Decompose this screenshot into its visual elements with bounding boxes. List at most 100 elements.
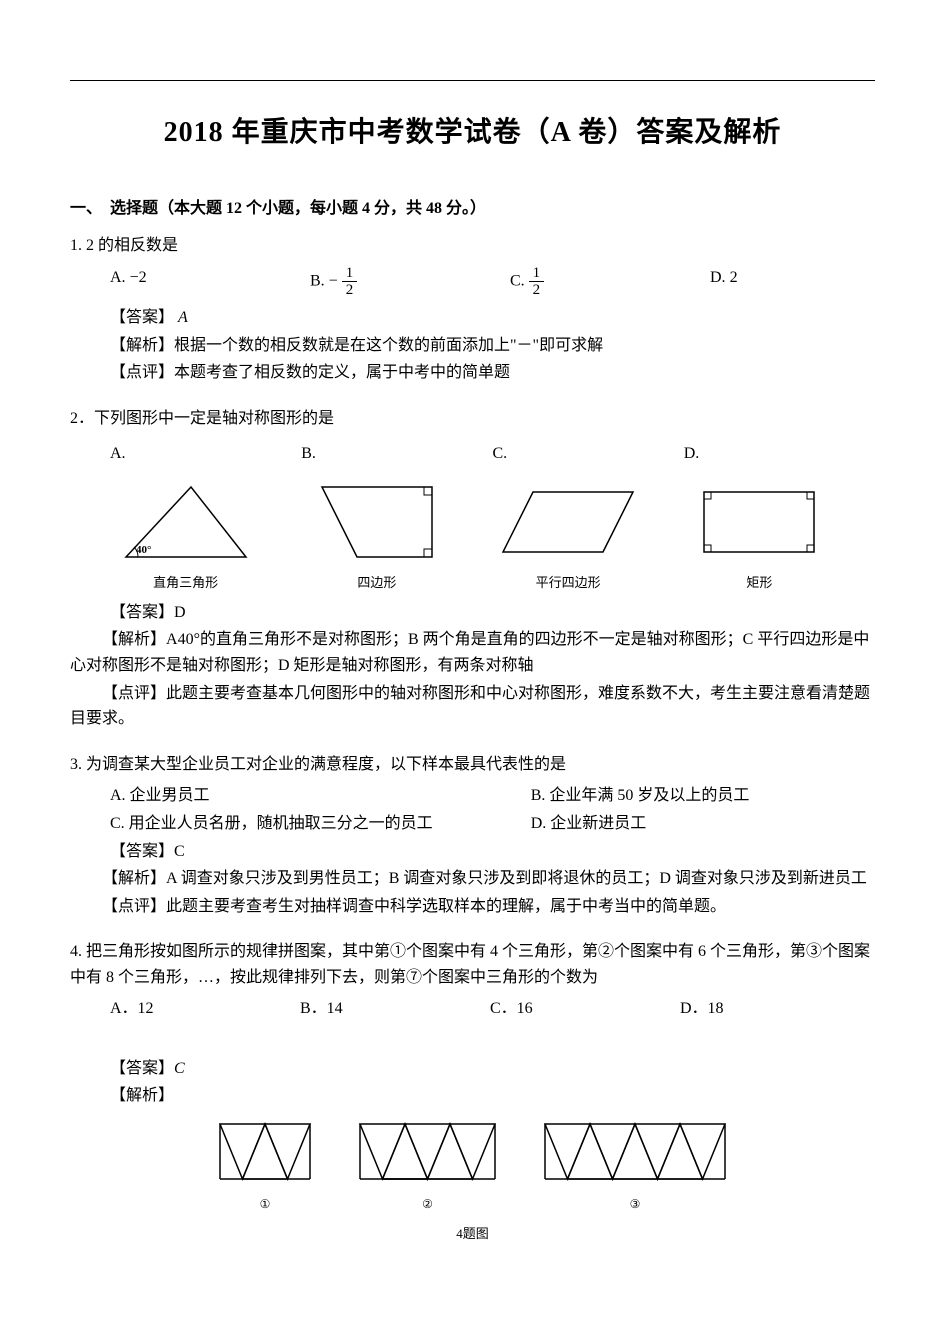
q1-optC-frac: 1 2 <box>529 265 545 299</box>
q1-comment: 【点评】本题考查了相反数的定义，属于中考中的简单题 <box>70 360 875 386</box>
q4-optC: C．16 <box>490 996 680 1022</box>
q4-optD: D．18 <box>680 996 870 1022</box>
q2-capB: 四边形 <box>357 573 396 594</box>
q3-optD: D. 企业新进员工 <box>531 811 875 837</box>
q1-option-c: C. 1 2 <box>510 265 630 299</box>
analysis-tag: 【解析】 <box>102 870 166 887</box>
q4-pattern-figure: ① ② <box>70 1119 875 1214</box>
section-1-header: 一、 选择题（本大题 12 个小题，每小题 4 分，共 48 分。） <box>70 196 875 222</box>
q1-analysis-text: 根据一个数的相反数就是在这个数的前面添加上"－"即可求解 <box>174 337 603 354</box>
q1-optA-label: A. <box>110 269 126 286</box>
q3-optC: C. 用企业人员名册，随机抽取三分之一的员工 <box>110 811 531 837</box>
pattern-3-label: ③ <box>630 1195 641 1214</box>
q3-options: A. 企业男员工 B. 企业年满 50 岁及以上的员工 C. 用企业人员名册，随… <box>70 783 875 836</box>
page-title: 2018 年重庆市中考数学试卷（A 卷）答案及解析 <box>70 111 875 156</box>
q1-option-a: A. −2 <box>110 265 230 299</box>
right-triangle-icon: 40° <box>116 477 256 567</box>
q3-optA: A. 企业男员工 <box>110 783 531 809</box>
analysis-tag: 【解析】 <box>102 631 166 648</box>
q1-optB-neg: − <box>329 273 338 290</box>
frac-num: 1 <box>529 265 545 283</box>
q2-answer-letter: D <box>174 604 186 621</box>
q3-comment-text: 此题主要考查考生对抽样调查中科学选取样本的理解，属于中考当中的简单题。 <box>166 898 726 915</box>
q1-optB-frac: 1 2 <box>342 265 358 299</box>
q4-optA: A．12 <box>110 996 300 1022</box>
q2-label-c: C. <box>493 441 508 467</box>
q1-optA-value: −2 <box>130 269 147 286</box>
q3-analysis-text: A 调查对象只涉及到男性员工；B 调查对象只涉及到即将退休的员工；D 调查对象只… <box>166 870 867 887</box>
q2-answer: 【答案】D <box>70 600 875 626</box>
pattern-1: ① <box>215 1119 315 1214</box>
pattern-1-icon <box>215 1119 315 1189</box>
q3-answer: 【答案】C <box>70 839 875 865</box>
q2-comment-text: 此题主要考查基本几何图形中的轴对称图形和中心对称图形，难度系数不大，考生主要注意… <box>70 685 870 728</box>
q1-comment-text: 本题考查了相反数的定义，属于中考中的简单题 <box>174 364 510 381</box>
frac-num: 1 <box>342 265 358 283</box>
q3-comment: 【点评】此题主要考查考生对抽样调查中科学选取样本的理解，属于中考当中的简单题。 <box>70 894 875 920</box>
q4-figure-caption: 4题图 <box>70 1224 875 1245</box>
q4-text: 4. 把三角形按如图所示的规律拼图案，其中第①个图案中有 4 个三角形，第②个图… <box>70 939 875 990</box>
q2-label-d: D. <box>684 441 700 467</box>
q2-capD: 矩形 <box>746 573 772 594</box>
q3-optB: B. 企业年满 50 岁及以上的员工 <box>531 783 875 809</box>
parallelogram-icon <box>493 477 643 567</box>
q1-options: A. −2 B. − 1 2 C. 1 2 D. 2 <box>70 265 875 299</box>
q2-shapes: A. 40° 直角三角形 B. 四边形 C. 平行四边形 <box>70 441 875 593</box>
comment-tag: 【点评】 <box>102 685 166 702</box>
q1-optD-value: 2 <box>730 269 738 286</box>
q2-label-b: B. <box>301 441 316 467</box>
q3-answer-letter: C <box>174 843 185 860</box>
q2-text: 2．下列图形中一定是轴对称图形的是 <box>70 406 875 432</box>
analysis-tag: 【解析】 <box>110 1087 174 1104</box>
answer-tag: 【答案】 <box>110 843 174 860</box>
q2-capA: 直角三角形 <box>153 573 218 594</box>
q4-options: A．12 B．14 C．16 D．18 <box>70 996 875 1022</box>
q1-text: 1. 2 的相反数是 <box>70 233 875 259</box>
q1-optD-label: D. <box>710 269 726 286</box>
q4-answer: 【答案】C <box>70 1056 875 1082</box>
q1-option-b: B. − 1 2 <box>310 265 430 299</box>
top-rule <box>70 80 875 81</box>
angle-label: 40° <box>136 544 151 556</box>
q2-capC: 平行四边形 <box>536 573 601 594</box>
q1-answer: 【答案】 A <box>70 305 875 331</box>
comment-tag: 【点评】 <box>102 898 166 915</box>
question-1: 1. 2 的相反数是 A. −2 B. − 1 2 C. 1 2 D. 2 【答… <box>70 233 875 385</box>
answer-tag: 【答案】 <box>110 309 174 326</box>
q2-shape-a: A. 40° 直角三角形 <box>90 441 281 593</box>
q2-label-a: A. <box>110 441 126 467</box>
comment-tag: 【点评】 <box>110 364 174 381</box>
q1-answer-letter: A <box>178 309 188 326</box>
q1-optC-label: C. <box>510 273 525 290</box>
q4-answer-letter: C <box>174 1060 185 1077</box>
rectangle-icon <box>694 477 824 567</box>
q2-comment: 【点评】此题主要考查基本几何图形中的轴对称图形和中心对称图形，难度系数不大，考生… <box>70 681 875 732</box>
q3-text: 3. 为调查某大型企业员工对企业的满意程度，以下样本最具代表性的是 <box>70 752 875 778</box>
q2-shape-d: D. 矩形 <box>664 441 855 593</box>
q2-shape-b: B. 四边形 <box>281 441 472 593</box>
q2-analysis: 【解析】A40°的直角三角形不是对称图形；B 两个角是直角的四边形不一定是轴对称… <box>70 627 875 678</box>
quadrilateral-icon <box>312 477 442 567</box>
pattern-2-label: ② <box>422 1195 433 1214</box>
pattern-3-icon <box>540 1119 730 1189</box>
q4-optB: B．14 <box>300 996 490 1022</box>
answer-tag: 【答案】 <box>110 604 174 621</box>
answer-tag: 【答案】 <box>110 1060 174 1077</box>
pattern-2: ② <box>355 1119 500 1214</box>
q1-option-d: D. 2 <box>710 265 830 299</box>
q4-analysis-tag-line: 【解析】 <box>70 1083 875 1109</box>
pattern-2-icon <box>355 1119 500 1189</box>
question-2: 2．下列图形中一定是轴对称图形的是 A. 40° 直角三角形 B. 四边形 C. <box>70 406 875 732</box>
q2-shape-c: C. 平行四边形 <box>473 441 664 593</box>
pattern-3: ③ <box>540 1119 730 1214</box>
pattern-1-label: ① <box>260 1195 271 1214</box>
analysis-tag: 【解析】 <box>110 337 174 354</box>
q1-optB-label: B. <box>310 273 325 290</box>
frac-den: 2 <box>529 282 545 299</box>
q1-analysis: 【解析】根据一个数的相反数就是在这个数的前面添加上"－"即可求解 <box>70 333 875 359</box>
q2-analysis-text: A40°的直角三角形不是对称图形；B 两个角是直角的四边形不一定是轴对称图形；C… <box>70 631 869 674</box>
frac-den: 2 <box>342 282 358 299</box>
question-4: 4. 把三角形按如图所示的规律拼图案，其中第①个图案中有 4 个三角形，第②个图… <box>70 939 875 1245</box>
q3-analysis: 【解析】A 调查对象只涉及到男性员工；B 调查对象只涉及到即将退休的员工；D 调… <box>70 866 875 892</box>
question-3: 3. 为调查某大型企业员工对企业的满意程度，以下样本最具代表性的是 A. 企业男… <box>70 752 875 920</box>
